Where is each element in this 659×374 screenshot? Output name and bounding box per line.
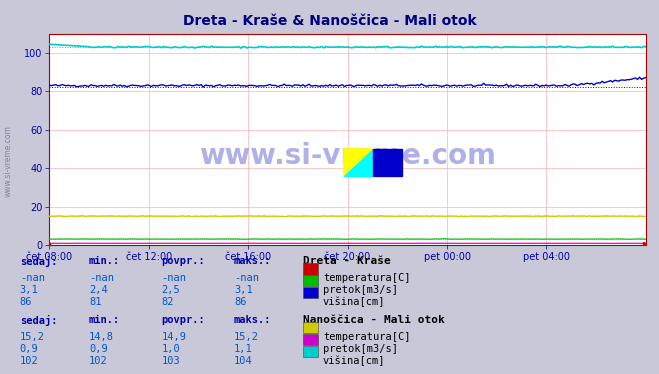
- Text: temperatura[C]: temperatura[C]: [323, 332, 411, 342]
- Text: 2,4: 2,4: [89, 285, 107, 295]
- Text: 82: 82: [161, 297, 174, 307]
- Text: sedaj:: sedaj:: [20, 256, 57, 267]
- Text: www.si-vreme.com: www.si-vreme.com: [199, 142, 496, 170]
- Text: 3,1: 3,1: [20, 285, 38, 295]
- Text: višina[cm]: višina[cm]: [323, 297, 386, 307]
- Text: 15,2: 15,2: [20, 332, 45, 342]
- Text: www.si-vreme.com: www.si-vreme.com: [4, 125, 13, 197]
- Text: maks.:: maks.:: [234, 256, 272, 266]
- Text: 103: 103: [161, 356, 180, 366]
- Text: Dreta - Kraše & Nanoščica - Mali otok: Dreta - Kraše & Nanoščica - Mali otok: [183, 14, 476, 28]
- Text: sedaj:: sedaj:: [20, 315, 57, 326]
- Text: -nan: -nan: [20, 273, 45, 283]
- Text: -nan: -nan: [234, 273, 259, 283]
- Text: pretok[m3/s]: pretok[m3/s]: [323, 285, 398, 295]
- Text: 0,9: 0,9: [89, 344, 107, 354]
- Polygon shape: [344, 149, 373, 176]
- Text: Dreta - Kraše: Dreta - Kraše: [303, 256, 391, 266]
- Text: povpr.:: povpr.:: [161, 256, 205, 266]
- Text: -nan: -nan: [89, 273, 114, 283]
- Text: povpr.:: povpr.:: [161, 315, 205, 325]
- Text: temperatura[C]: temperatura[C]: [323, 273, 411, 283]
- Text: 102: 102: [20, 356, 38, 366]
- Text: 0,9: 0,9: [20, 344, 38, 354]
- Text: -nan: -nan: [161, 273, 186, 283]
- Polygon shape: [373, 149, 402, 176]
- Text: Nanoščica - Mali otok: Nanoščica - Mali otok: [303, 315, 445, 325]
- Text: 81: 81: [89, 297, 101, 307]
- Text: pretok[m3/s]: pretok[m3/s]: [323, 344, 398, 354]
- Text: 1,0: 1,0: [161, 344, 180, 354]
- Polygon shape: [344, 149, 373, 176]
- Text: 1,1: 1,1: [234, 344, 252, 354]
- Text: 86: 86: [20, 297, 32, 307]
- Text: 15,2: 15,2: [234, 332, 259, 342]
- Text: višina[cm]: višina[cm]: [323, 356, 386, 366]
- Text: maks.:: maks.:: [234, 315, 272, 325]
- Text: 14,8: 14,8: [89, 332, 114, 342]
- Text: 102: 102: [89, 356, 107, 366]
- Text: min.:: min.:: [89, 256, 120, 266]
- Text: min.:: min.:: [89, 315, 120, 325]
- Text: 86: 86: [234, 297, 246, 307]
- Text: 2,5: 2,5: [161, 285, 180, 295]
- Text: 3,1: 3,1: [234, 285, 252, 295]
- Text: 14,9: 14,9: [161, 332, 186, 342]
- Text: 104: 104: [234, 356, 252, 366]
